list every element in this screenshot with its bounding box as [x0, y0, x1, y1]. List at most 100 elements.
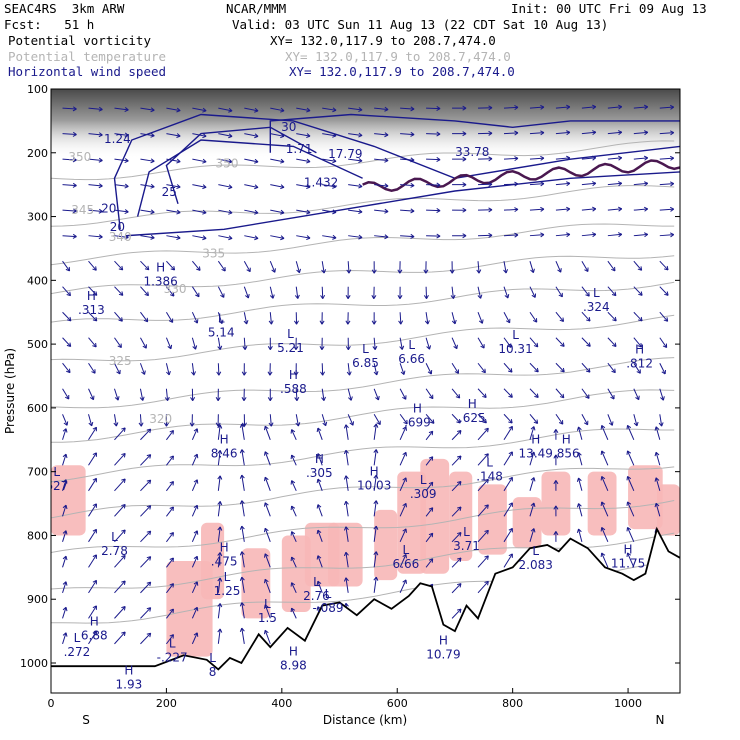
wind-vector-head: [163, 422, 169, 427]
wind-vector: [317, 478, 323, 491]
wind-vector: [503, 477, 513, 492]
y-tick-label: 300: [27, 211, 48, 224]
model-title: SEAC4RS 3km ARW: [4, 1, 125, 16]
wind-vector: [451, 481, 462, 492]
wind-vector-head: [221, 266, 226, 272]
wind-vector: [555, 260, 562, 273]
wind-vector: [192, 107, 207, 112]
wind-vector-head: [169, 506, 174, 512]
wind-vector: [555, 337, 565, 347]
wind-vector-head: [121, 529, 126, 534]
pv-contour-label: 25: [162, 185, 177, 199]
extremum-value-label: 10.79: [426, 648, 460, 662]
wind-vector-head: [118, 291, 124, 296]
wind-vector-head: [508, 368, 513, 373]
wind-vector-head: [402, 451, 407, 457]
wind-vector-head: [636, 369, 641, 374]
extremum-value-label: 8.98: [280, 658, 307, 672]
wind-vector: [345, 501, 349, 517]
wind-vector: [607, 157, 622, 160]
wind-vector-head: [457, 429, 462, 435]
wind-vector: [659, 337, 668, 348]
wind-vector: [347, 363, 351, 376]
wind-vector-head: [150, 234, 155, 240]
wind-vector: [140, 133, 155, 137]
wind-vector: [633, 286, 643, 296]
wind-vector-head: [553, 480, 559, 485]
wind-vector-head: [62, 555, 68, 561]
wind-vector-head: [62, 632, 68, 637]
cloud-area: [541, 471, 571, 536]
wind-vector-head: [92, 503, 97, 508]
wind-vector-head: [62, 428, 68, 433]
extremum-value-label: 627: [45, 479, 68, 493]
wind-vector: [633, 362, 641, 374]
wind-vector: [166, 286, 175, 297]
theta-contour-line: [51, 185, 675, 227]
wind-vector: [503, 157, 519, 160]
wind-vector: [270, 209, 285, 214]
wind-vector: [191, 607, 198, 619]
wind-vector: [140, 607, 152, 619]
stratosphere-band: [51, 89, 680, 159]
wind-vector: [62, 286, 71, 297]
wind-vector-head: [319, 320, 325, 325]
wind-vector: [270, 235, 285, 239]
wind-vector-head: [462, 233, 467, 239]
wind-vector: [217, 312, 223, 324]
wind-vector-head: [239, 551, 245, 556]
wind-vector: [62, 337, 72, 347]
wind-vector-head: [92, 477, 97, 483]
wind-vector: [607, 414, 613, 426]
extremum-kind-label: H: [468, 397, 477, 411]
wind-vector: [140, 479, 152, 492]
wind-vector-head: [146, 428, 152, 434]
wind-vector-head: [343, 577, 349, 582]
extremum-kind-label: H: [531, 433, 540, 447]
wind-vector-head: [263, 451, 269, 456]
wind-vector: [192, 133, 207, 137]
wind-vector: [451, 532, 462, 543]
extremum-value-label: .324: [583, 300, 610, 314]
wind-vector: [322, 158, 337, 162]
wind-vector-head: [530, 477, 536, 482]
wind-vector: [140, 505, 152, 517]
wind-vector-head: [117, 343, 122, 349]
wind-vector: [264, 630, 271, 645]
y-axis-label: Pressure (hPa): [3, 348, 17, 434]
wind-vector-head: [254, 133, 259, 139]
wind-vector-head: [558, 420, 564, 425]
wind-vector-head: [343, 424, 349, 429]
wind-vector-head: [116, 369, 121, 375]
wind-vector-head: [193, 632, 199, 637]
wind-vector-head: [530, 268, 535, 274]
wind-vector: [244, 235, 259, 239]
wind-vector-head: [64, 395, 70, 400]
y-tick-label: 800: [27, 529, 48, 542]
wind-vector-head: [263, 553, 269, 558]
wind-vector-head: [669, 232, 675, 238]
wind-vector: [88, 286, 98, 296]
wind-vector: [374, 209, 389, 213]
wind-vector: [114, 260, 124, 271]
cloud-area: [281, 535, 311, 612]
wind-vector: [345, 526, 349, 542]
wind-vector-head: [566, 232, 571, 238]
wind-vector-head: [482, 418, 487, 424]
wind-vector-head: [228, 235, 233, 241]
wind-vector-head: [146, 530, 152, 536]
wind-vector-head: [280, 235, 285, 241]
wind-vector: [503, 208, 519, 211]
wind-vector-head: [193, 555, 199, 561]
wind-vector: [425, 430, 434, 441]
wind-vector: [166, 455, 174, 466]
wind-vector-head: [263, 425, 269, 431]
wind-vector-head: [320, 294, 326, 299]
wind-vector-head: [348, 396, 353, 401]
wind-vector: [166, 481, 174, 492]
wind-vector-head: [239, 627, 245, 632]
wind-vector-head: [293, 320, 299, 325]
wind-vector: [607, 131, 622, 135]
wind-vector: [217, 628, 221, 644]
wind-vector-head: [626, 552, 632, 557]
